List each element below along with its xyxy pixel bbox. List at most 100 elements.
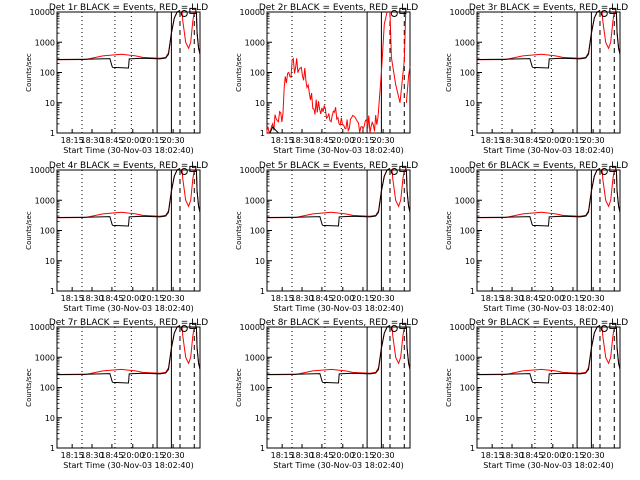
x-tick-label: 18:45 [310,294,333,303]
lld-series-line [601,326,615,365]
x-axis-label: Start Time (30-Nov-03 18:02:40) [483,304,613,313]
plot-frame [56,11,201,134]
events-series-line [476,10,601,69]
detector-panel-6: Det 6r BLACK = Events, RED = LLD 1 10 100 10… [445,161,628,313]
y-tick-label: 100 [250,69,265,78]
x-tick-label: 18:30 [291,136,314,145]
y-tick-label: 1000 [35,38,55,47]
y-tick-label: 1 [470,129,475,138]
events-series-line [56,10,181,69]
y-tick-label: 10000 [240,8,265,17]
lld-series-line [266,325,391,376]
events-series-line [56,168,181,227]
lld-series-line [56,168,181,219]
x-axis-label: Start Time (30-Nov-03 18:02:40) [273,304,403,313]
circle-marker [390,10,398,18]
y-tick-label: 100 [40,69,55,78]
detector-panel-4: Det 4r BLACK = Events, RED = LLD 1 10 100 10… [25,161,208,313]
x-tick-label: 18:30 [81,451,104,460]
panel-title: Det 9r BLACK = Events, RED = LLD [469,318,628,328]
x-tick-label: 20:15 [141,294,164,303]
x-tick-label: 18:15 [271,294,294,303]
x-tick-label: 20:30 [162,136,185,145]
circle-marker [180,168,188,176]
plot-frame [266,169,411,292]
y-tick-label: 10 [255,414,265,423]
x-tick-label: 20:30 [162,451,185,460]
x-tick-label: 20:00 [121,451,144,460]
lld-series-line [266,11,388,135]
x-tick-label: 20:15 [561,136,584,145]
y-tick-label: 100 [250,227,265,236]
y-axis-label: Counts/sec [235,368,243,407]
y-tick-label: 100 [460,69,475,78]
y-tick-label: 10000 [240,323,265,332]
x-tick-label: 18:15 [61,294,84,303]
lld-series-line [476,168,601,219]
y-axis-label: Counts/sec [235,211,243,250]
y-tick-label: 1 [470,287,475,296]
x-tick-label: 20:30 [372,136,395,145]
x-tick-label: 20:00 [331,294,354,303]
x-tick-label: 18:15 [61,451,84,460]
lld-series-line [389,11,407,103]
y-tick-label: 10000 [30,166,55,175]
events-series-line [266,168,391,227]
lld-series-line [181,169,195,208]
panel-title: Det 7r BLACK = Events, RED = LLD [49,318,208,328]
x-tick-label: 20:30 [582,294,605,303]
y-tick-label: 1 [50,444,55,453]
x-tick-label: 18:15 [271,451,294,460]
y-tick-label: 1 [260,129,265,138]
square-marker [399,7,407,14]
y-axis-label: Counts/sec [25,368,33,407]
x-tick-label: 20:15 [351,136,374,145]
y-tick-label: 10 [465,414,475,423]
square-marker [609,322,617,329]
events-series-line [615,169,621,213]
events-series-line [195,11,201,55]
x-tick-label: 18:45 [520,136,543,145]
x-tick-label: 20:00 [121,136,144,145]
lld-series-line [391,326,405,365]
y-tick-label: 10 [45,414,55,423]
x-tick-label: 20:15 [561,294,584,303]
y-tick-label: 10 [45,257,55,266]
y-tick-label: 1 [260,287,265,296]
x-tick-label: 18:30 [291,451,314,460]
lld-series-line [56,10,181,61]
y-tick-label: 1000 [245,353,265,362]
x-tick-label: 20:15 [351,294,374,303]
y-tick-label: 100 [460,384,475,393]
y-axis-label: Counts/sec [235,53,243,92]
x-tick-label: 18:30 [291,294,314,303]
plot-frame [476,169,621,292]
events-series-line [476,325,601,384]
y-axis-label: Counts/sec [25,53,33,92]
x-tick-label: 20:30 [582,136,605,145]
detector-panel-1: Det 1r BLACK = Events, RED = LLD 1 10 100 10… [25,3,208,155]
panel-title: Det 6r BLACK = Events, RED = LLD [469,161,628,171]
lld-series-line [405,66,411,103]
y-axis-label: Counts/sec [25,211,33,250]
plot-frame [476,11,621,134]
y-tick-label: 10000 [30,8,55,17]
y-tick-label: 1000 [455,196,475,205]
x-tick-label: 20:30 [372,294,395,303]
x-axis-label: Start Time (30-Nov-03 18:02:40) [63,146,193,155]
y-tick-label: 100 [40,227,55,236]
y-tick-label: 1000 [245,196,265,205]
events-series-line [615,11,621,55]
square-marker [189,165,197,172]
x-axis-label: Start Time (30-Nov-03 18:02:40) [273,146,403,155]
y-tick-label: 10 [465,257,475,266]
lld-series-line [601,169,615,208]
events-series-line [195,326,201,370]
x-tick-label: 18:45 [100,294,123,303]
detector-panel-9: Det 9r BLACK = Events, RED = LLD 1 10 100 10… [445,318,628,470]
square-marker [399,165,407,172]
y-tick-label: 10 [45,99,55,108]
plot-frame [56,326,201,449]
y-tick-label: 100 [250,384,265,393]
